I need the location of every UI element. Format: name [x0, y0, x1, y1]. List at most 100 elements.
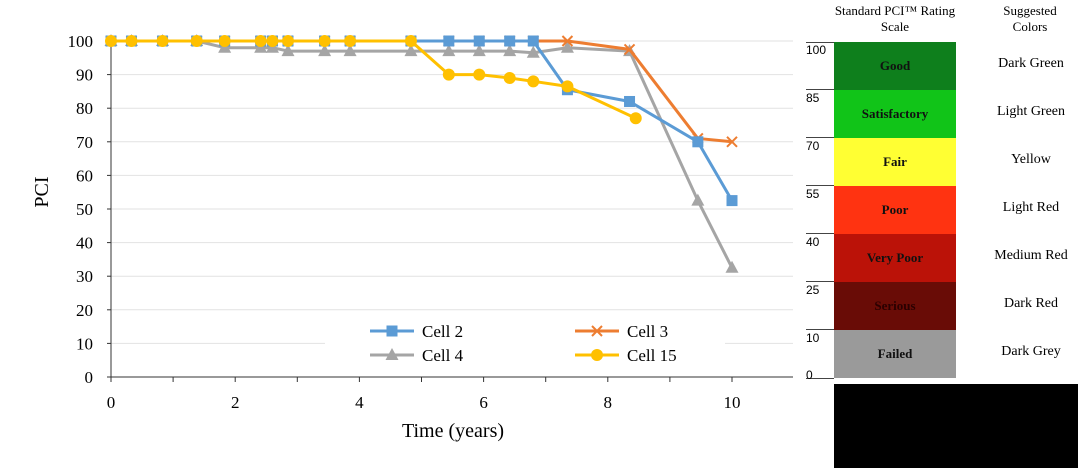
data-point — [266, 35, 279, 47]
suggested-color-name: Dark Grey — [1001, 344, 1061, 359]
series-line — [111, 39, 637, 120]
x-tick-labels: 0 2 4 6 8 10 — [107, 393, 741, 412]
data-point — [560, 40, 574, 53]
data-point — [691, 193, 705, 206]
data-point — [404, 44, 418, 57]
data-point — [318, 35, 331, 47]
series-group — [104, 34, 739, 273]
grid-lines — [111, 40, 793, 344]
scale-band-poor: Poor — [834, 186, 956, 234]
legend-label: Cell 2 — [422, 322, 463, 341]
scale-band-good: Good — [834, 42, 956, 90]
data-point — [527, 75, 540, 88]
y-tick-label: 100 — [68, 32, 94, 51]
y-tick-label: 10 — [76, 334, 93, 353]
scale-tick — [806, 42, 834, 43]
scale-band-serious: Serious — [834, 282, 956, 330]
data-point — [623, 43, 636, 56]
scale-tick — [806, 89, 834, 90]
data-point — [527, 35, 539, 47]
legend-label: Cell 3 — [627, 322, 668, 341]
data-point — [105, 35, 117, 47]
y-tick-label: 60 — [76, 166, 93, 185]
x-tick-label: 10 — [724, 393, 741, 412]
scale-tick — [806, 233, 834, 234]
data-point — [218, 35, 231, 47]
scale-header: Standard PCI™ Rating Scale — [834, 3, 956, 34]
data-point — [443, 35, 455, 47]
data-point — [472, 44, 486, 57]
x-tick-label: 0 — [107, 393, 116, 412]
data-point — [344, 35, 357, 47]
scale-value: 100 — [806, 43, 827, 57]
data-point — [281, 44, 295, 57]
data-point — [125, 35, 138, 47]
scale-tick — [806, 378, 834, 379]
data-point — [725, 260, 739, 273]
data-point — [561, 80, 574, 93]
y-tick-label: 20 — [76, 301, 93, 320]
data-point — [318, 44, 332, 57]
scale-value: 55 — [806, 187, 820, 201]
data-point — [281, 35, 294, 47]
colors-header: Suggested Colors — [1003, 3, 1057, 34]
scale-value: 85 — [806, 91, 820, 105]
suggested-color-name: Medium Red — [994, 248, 1068, 263]
legend-marker — [591, 325, 603, 337]
legend-label: Cell 15 — [627, 346, 677, 365]
data-point — [442, 44, 456, 57]
scale-tick — [806, 185, 834, 186]
x-tick-label: 2 — [231, 393, 240, 412]
scale-tick — [806, 137, 834, 138]
data-point — [156, 35, 169, 47]
data-point — [404, 35, 417, 47]
scale-band-fair: Fair — [834, 138, 956, 186]
series-cell-2 — [105, 35, 738, 207]
legend-marker — [591, 349, 603, 361]
suggested-color-name: Light Red — [1002, 200, 1060, 215]
pci-rating-scale: Standard PCI™ Rating Scale Suggested Col… — [800, 0, 1078, 390]
scale-value: 10 — [806, 331, 820, 345]
suggested-color-name: Yellow — [1011, 152, 1051, 167]
data-point — [504, 35, 516, 47]
data-point — [526, 45, 540, 58]
data-point — [343, 44, 357, 57]
y-tick-label: 40 — [76, 234, 93, 253]
x-tick-label: 8 — [604, 393, 613, 412]
series-cell-3 — [105, 35, 738, 148]
legend-label: Cell 4 — [422, 346, 464, 365]
suggested-color-name: Dark Red — [1003, 296, 1059, 311]
data-point — [503, 71, 516, 84]
data-point — [561, 35, 574, 47]
data-point — [624, 95, 636, 107]
legend-marker — [385, 348, 399, 360]
y-tick-label: 50 — [76, 200, 93, 219]
series-line — [111, 39, 733, 144]
suggested-color-name: Dark Green — [998, 56, 1064, 71]
data-point — [629, 112, 642, 125]
scale-band-failed: Failed — [834, 330, 956, 378]
data-point — [442, 68, 455, 81]
redaction-block — [834, 384, 1078, 468]
y-tick-labels: 0 10 20 30 40 50 60 70 80 90 100 — [68, 32, 94, 387]
y-tick-label: 30 — [76, 267, 93, 286]
data-point — [254, 35, 267, 47]
scale-tick — [806, 281, 834, 282]
y-axis-label: PCI — [31, 176, 53, 207]
data-point — [503, 44, 517, 57]
x-tick-label: 4 — [355, 393, 364, 412]
scale-value: 70 — [806, 139, 820, 153]
x-tick-label: 6 — [479, 393, 488, 412]
legend-box — [325, 312, 725, 374]
data-point — [473, 68, 486, 81]
data-point — [473, 35, 485, 47]
data-point — [726, 195, 738, 207]
y-tick-label: 80 — [76, 99, 93, 118]
legend-marker — [386, 325, 398, 337]
x-axis-label: Time (years) — [402, 420, 504, 442]
scale-tick — [806, 329, 834, 330]
suggested-color-name: Light Green — [996, 104, 1066, 119]
series-cell-15 — [105, 35, 642, 125]
scale-value: 25 — [806, 283, 820, 297]
